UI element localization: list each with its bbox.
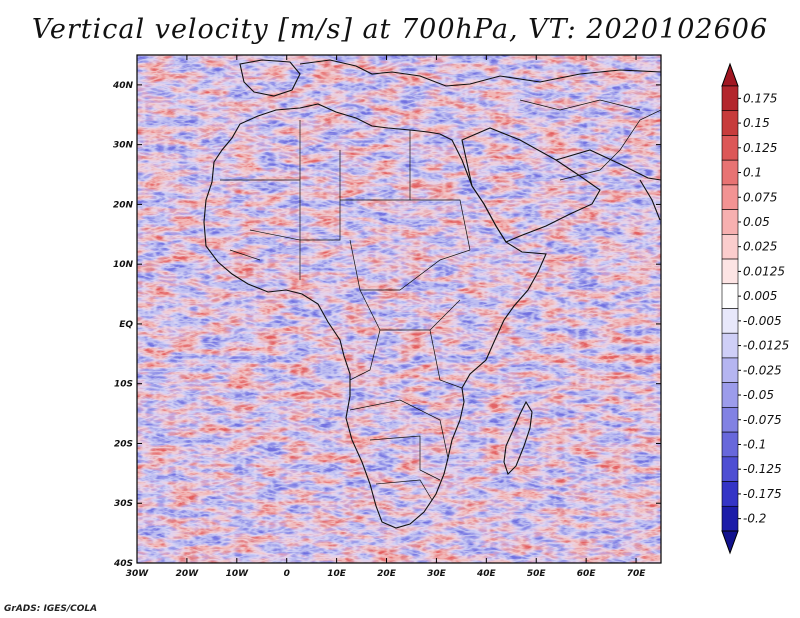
colorbar-label: -0.025 <box>743 363 782 377</box>
colorbar-swatch <box>721 110 739 136</box>
colorbar-label: -0.075 <box>743 413 782 427</box>
latitude-ticks: 40N 30N 20N 10N EQ 10S 20S 30S 40S <box>112 81 661 569</box>
footer-credit: GrADS: IGES/COLA <box>4 604 98 614</box>
colorbar-swatch <box>721 258 739 285</box>
colorbar-swatch <box>721 505 739 532</box>
map-frame <box>136 54 662 564</box>
colorbar-label: 0.0125 <box>743 264 785 278</box>
lon-label: 40E <box>476 569 497 579</box>
lat-label: EQ <box>119 320 133 330</box>
lat-label: 10S <box>114 380 133 390</box>
colorbar-label: 0.025 <box>743 240 777 254</box>
colorbar-swatch <box>721 159 739 186</box>
lon-label: 0 <box>284 569 290 579</box>
colorbar-swatch <box>721 357 739 383</box>
colorbar-swatch <box>721 209 739 235</box>
lon-label: 60E <box>577 569 597 579</box>
lon-label: 30E <box>427 569 447 579</box>
colorbar-label: -0.125 <box>743 462 782 476</box>
lon-label: 30W <box>126 569 150 579</box>
lat-label: 10N <box>113 260 134 270</box>
longitude-ticks: 30W 20W 10W 0 10E 20E 30E 40E 50E 60E 70E <box>126 55 646 579</box>
colorbar-swatch <box>721 382 739 408</box>
colorbar-swatch <box>721 456 739 482</box>
colorbar-swatch <box>721 234 739 260</box>
colorbar-swatch <box>721 481 739 507</box>
map-title: Vertical velocity [m/s] at 700hPa, VT: 2… <box>31 14 769 45</box>
colorbar-label: 0.05 <box>743 215 770 229</box>
colorbar-swatch <box>721 184 739 210</box>
lon-label: 50E <box>527 569 547 579</box>
colorbar-label: -0.2 <box>743 512 766 526</box>
lat-label: 20S <box>114 439 133 449</box>
lon-label: 10W <box>226 569 250 579</box>
colorbar-label: -0.175 <box>743 487 782 501</box>
country-borders <box>220 99 661 501</box>
colorbar-top-arrow <box>721 62 739 87</box>
colorbar-label: 0.15 <box>743 116 770 130</box>
lon-label: 20W <box>176 569 200 579</box>
colorbar-swatch <box>721 431 739 458</box>
colorbar-label: -0.1 <box>743 437 766 451</box>
colorbar-label: 0.075 <box>743 190 777 204</box>
colorbar-label: -0.05 <box>743 388 774 402</box>
colorbar-label: 0.1 <box>743 166 762 180</box>
lat-label: 40S <box>113 559 133 569</box>
colorbar-bottom-arrow <box>721 530 739 555</box>
lon-label: 70E <box>627 569 647 579</box>
colorbar-swatch <box>721 332 739 359</box>
colorbar-swatch <box>721 308 739 334</box>
colorbar-label: -0.005 <box>743 314 782 328</box>
lon-label: 20E <box>377 569 397 579</box>
colorbar-swatch <box>721 85 739 112</box>
lon-label: 10E <box>327 569 347 579</box>
colorbar-swatch <box>721 283 739 309</box>
colorbar-label: 0.125 <box>743 141 777 155</box>
lat-label: 40N <box>112 81 134 91</box>
colorbar: 0.175 0.15 0.125 0.1 0.075 0.05 0.025 0.0125 0.0… <box>721 62 789 555</box>
coastlines <box>203 59 661 529</box>
colorbar-label: 0.175 <box>743 91 777 105</box>
velocity-field <box>137 55 661 563</box>
colorbar-swatch <box>721 407 739 433</box>
colorbar-label: -0.0125 <box>743 339 789 353</box>
lat-label: 20N <box>113 200 134 210</box>
colorbar-label: 0.005 <box>743 289 777 303</box>
colorbar-swatch <box>721 135 739 161</box>
lat-label: 30S <box>114 499 133 509</box>
lat-label: 30N <box>113 141 134 151</box>
